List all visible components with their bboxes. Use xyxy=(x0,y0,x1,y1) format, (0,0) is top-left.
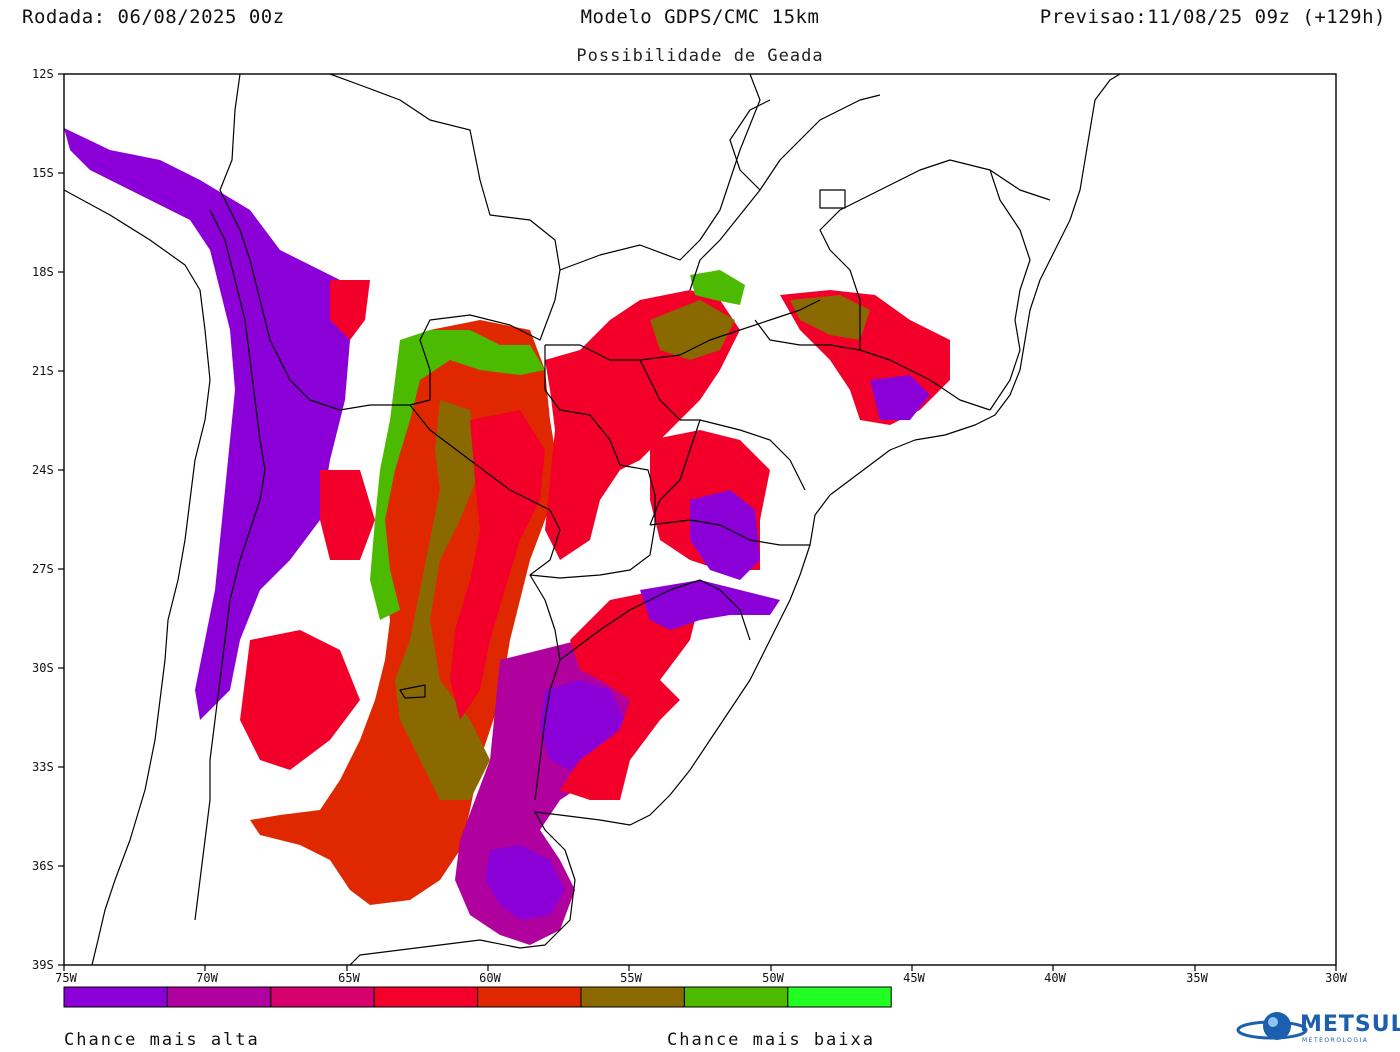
border-chile-argentina xyxy=(194,209,266,921)
field-minas-olive xyxy=(790,295,870,340)
field-west-red-mid xyxy=(320,470,375,560)
lat-label: 36S xyxy=(32,859,54,873)
border-brazil-uruguay xyxy=(559,579,751,661)
legend-high-label: Chance mais alta xyxy=(64,1030,260,1050)
border-argentina-uruguay xyxy=(529,574,561,801)
forecast-valid-label: Previsao:11/08/25 09z (+129h) xyxy=(1039,6,1386,28)
field-northeast-green xyxy=(690,270,745,305)
lon-label: 70W xyxy=(196,971,218,985)
field-pampa-core-south xyxy=(485,845,565,920)
lon-label: 55W xyxy=(620,971,642,985)
field-west-red xyxy=(240,630,360,770)
legend-swatch xyxy=(787,986,892,1008)
field-minas-purple xyxy=(870,375,930,420)
latitude-labels: 12S 15S 18S 21S 24S 27S 30S 33S 36S 39S xyxy=(32,67,54,972)
border-buenos-aires-lagoon xyxy=(399,684,426,699)
field-parana-olive xyxy=(650,300,735,360)
border-paraguay xyxy=(409,345,656,579)
map-subtitle: Possibilidade de Geada xyxy=(576,46,824,66)
lon-label: 40W xyxy=(1044,971,1066,985)
legend-swatch xyxy=(270,986,375,1008)
model-name-label: Modelo GDPS/CMC 15km xyxy=(580,6,820,28)
lon-label: 45W xyxy=(903,971,925,985)
coastline-pacific xyxy=(64,189,211,965)
coastline-atlantic-south xyxy=(349,74,1121,965)
field-west-red-north xyxy=(330,280,370,340)
metsul-logo-icon xyxy=(1236,1012,1308,1040)
field-chaco-olive xyxy=(395,400,490,800)
frost-probability-field xyxy=(64,128,950,945)
lon-label: 65W xyxy=(338,971,360,985)
field-andes-high xyxy=(64,128,360,720)
logo-text: METSUL xyxy=(1300,1012,1400,1037)
logo-subtext: METEOROLOGIA xyxy=(1302,1037,1369,1044)
lon-label: 75W xyxy=(55,971,77,985)
lon-label: 60W xyxy=(479,971,501,985)
border-bolivia xyxy=(219,74,561,411)
field-uruguay-red xyxy=(560,590,700,800)
border-brazil-states xyxy=(545,74,1051,546)
lon-label: 35W xyxy=(1186,971,1208,985)
legend-low-label: Chance mais baixa xyxy=(667,1030,875,1050)
lat-label: 24S xyxy=(32,463,54,477)
legend-swatch xyxy=(683,986,789,1008)
lat-label: 21S xyxy=(32,364,54,378)
lon-label: 30W xyxy=(1325,971,1347,985)
lat-label: 12S xyxy=(32,67,54,81)
lat-label: 18S xyxy=(32,265,54,279)
field-sc-purple xyxy=(690,490,760,580)
map-frame xyxy=(58,73,1337,971)
color-legend xyxy=(63,986,892,1008)
lat-label: 39S xyxy=(32,958,54,972)
legend-swatch xyxy=(63,986,168,1008)
field-chaco-red xyxy=(450,410,545,720)
lat-label: 33S xyxy=(32,760,54,774)
lon-label: 50W xyxy=(762,971,784,985)
lat-label: 15S xyxy=(32,166,54,180)
legend-swatch xyxy=(166,986,272,1008)
field-rs-purple xyxy=(640,580,780,630)
political-borders xyxy=(64,74,1121,965)
legend-swatch xyxy=(477,986,582,1008)
field-pampa-core xyxy=(540,680,625,770)
border-goias-df xyxy=(819,189,846,209)
longitude-labels: 75W 70W 65W 60W 55W 50W 45W 40W 35W 30W xyxy=(55,971,1347,985)
legend-swatch xyxy=(580,986,685,1008)
lat-label: 30S xyxy=(32,661,54,675)
run-time-label: Rodada: 06/08/2025 00z xyxy=(22,6,285,28)
field-chaco-green xyxy=(370,330,545,620)
lat-label: 27S xyxy=(32,562,54,576)
legend-swatch xyxy=(373,986,479,1008)
